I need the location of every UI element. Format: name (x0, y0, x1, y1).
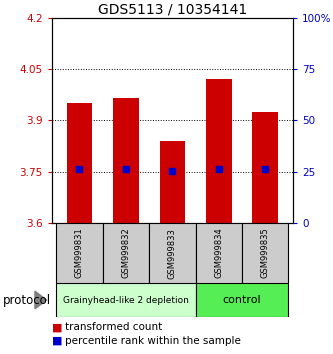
Text: ■: ■ (52, 336, 62, 346)
Bar (252, 112, 278, 223)
Bar (149, 223, 195, 283)
Text: Grainyhead-like 2 depletion: Grainyhead-like 2 depletion (63, 296, 189, 304)
Bar (113, 98, 139, 223)
Text: GSM999832: GSM999832 (122, 228, 131, 279)
Text: percentile rank within the sample: percentile rank within the sample (65, 336, 241, 346)
Bar (206, 79, 231, 223)
Text: GSM999835: GSM999835 (261, 228, 270, 279)
Bar (103, 223, 149, 283)
Text: GSM999833: GSM999833 (168, 228, 177, 279)
Bar (195, 283, 288, 317)
Polygon shape (35, 291, 47, 309)
Bar (160, 141, 185, 223)
Text: GSM999831: GSM999831 (75, 228, 84, 279)
Bar (56, 283, 195, 317)
Bar (242, 223, 288, 283)
Bar (56, 223, 103, 283)
Bar (195, 223, 242, 283)
Text: ■: ■ (52, 322, 62, 332)
Bar (67, 103, 92, 223)
Text: GSM999834: GSM999834 (214, 228, 223, 279)
Text: control: control (223, 295, 261, 305)
Text: transformed count: transformed count (65, 322, 162, 332)
Text: protocol: protocol (3, 293, 52, 307)
Title: GDS5113 / 10354141: GDS5113 / 10354141 (98, 2, 247, 17)
